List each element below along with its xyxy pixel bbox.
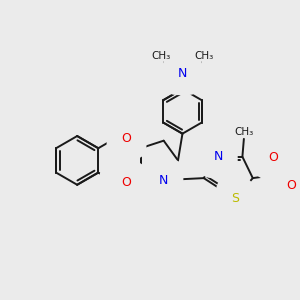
Text: O: O bbox=[122, 132, 131, 145]
Text: O: O bbox=[115, 178, 124, 191]
Text: CH₃: CH₃ bbox=[234, 127, 254, 137]
Text: N: N bbox=[178, 67, 187, 80]
Text: CH₃: CH₃ bbox=[194, 51, 214, 61]
Text: N: N bbox=[213, 150, 223, 163]
Text: O: O bbox=[122, 176, 131, 189]
Text: CH₃: CH₃ bbox=[152, 51, 171, 61]
Text: N: N bbox=[159, 174, 168, 187]
Text: S: S bbox=[231, 192, 239, 205]
Text: O: O bbox=[269, 152, 278, 164]
Text: O: O bbox=[286, 179, 296, 192]
